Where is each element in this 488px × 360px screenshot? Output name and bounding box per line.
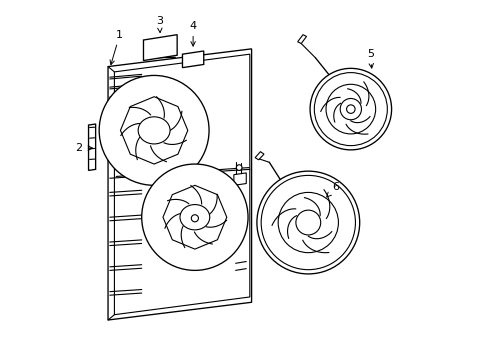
Circle shape [295,210,320,235]
Circle shape [340,99,361,120]
Text: 1: 1 [110,30,123,65]
Polygon shape [255,152,264,160]
Circle shape [346,105,354,113]
Text: 3: 3 [156,15,163,32]
Polygon shape [163,185,226,249]
Ellipse shape [180,204,209,230]
Polygon shape [143,35,177,60]
Circle shape [142,164,247,270]
Circle shape [191,215,198,222]
Text: 2: 2 [75,143,92,153]
Text: 6: 6 [326,182,339,197]
Text: 4: 4 [189,21,196,46]
Polygon shape [88,124,96,170]
Polygon shape [233,173,246,185]
Polygon shape [297,35,306,44]
Circle shape [309,68,391,150]
Text: 5: 5 [366,49,373,68]
Circle shape [99,76,209,185]
Circle shape [256,171,359,274]
Polygon shape [108,49,251,320]
Circle shape [325,84,375,134]
Circle shape [236,165,242,170]
Polygon shape [182,51,203,68]
Polygon shape [120,97,187,164]
Ellipse shape [138,117,170,144]
Circle shape [278,192,338,253]
